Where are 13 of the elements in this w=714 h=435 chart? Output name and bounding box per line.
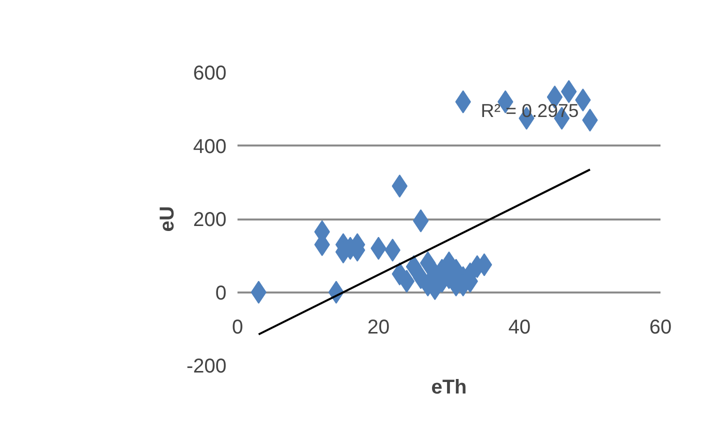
y-axis-title: eU (156, 206, 178, 232)
point (398, 270, 415, 293)
y-tick-label: 0 (215, 282, 226, 304)
x-tick-label: 0 (232, 316, 244, 338)
y-tick-label: 200 (193, 209, 227, 231)
x-tick-label: 20 (367, 316, 390, 338)
y-tick-label: 600 (193, 62, 227, 84)
point (412, 209, 429, 232)
x-axis-title: eTh (431, 376, 467, 398)
y-tick-label: 400 (193, 136, 227, 158)
y-tick-label: -200 (186, 356, 226, 378)
x-tick-label: 60 (649, 316, 672, 338)
x-tick-label: 40 (508, 316, 531, 338)
